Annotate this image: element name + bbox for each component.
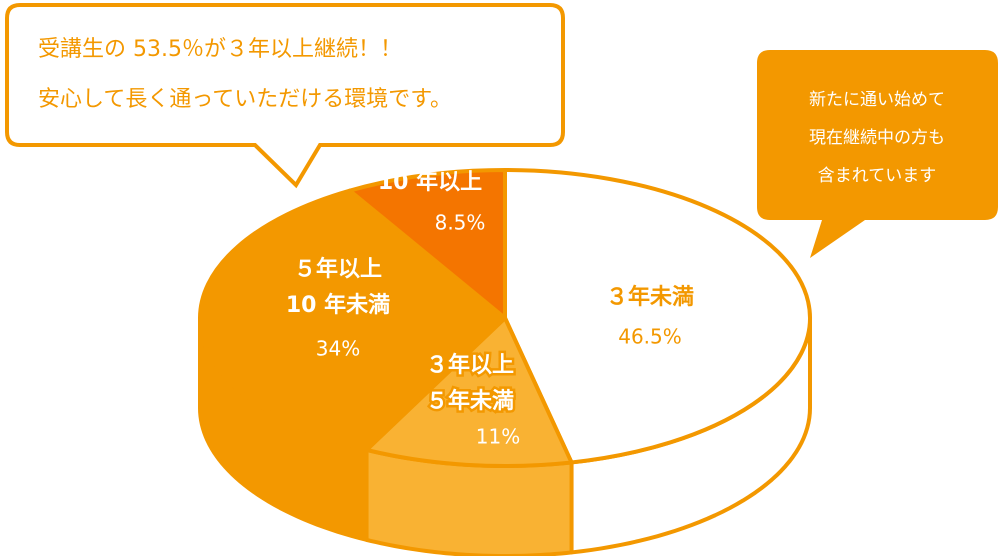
callout-text: 安心して長く通っていただける環境です。 [38,87,452,112]
slice-label: ５年未満 [426,388,514,414]
slice-label: 10 年未満 [286,292,390,318]
pie-slice [198,188,507,452]
pie-slice [503,168,812,465]
slice-label: ３年未満 [606,284,694,310]
callout-left [5,3,565,189]
pie [198,168,812,556]
pie-slice [347,168,507,320]
value-label: 11% [476,425,520,449]
slice-label: 10 年以上 [378,169,482,195]
slice-label: ５年以上 [294,256,382,282]
value-label: 46.5% [618,325,682,349]
value-label: 8.5% [435,211,486,235]
callout-right [757,50,998,258]
callout-text: 現在継続中の方も [809,128,945,148]
callout-text: 受講生の 53.5％が３年以上継続！！ [38,37,402,62]
callout-text: 新たに通い始めて [809,90,945,110]
callout-text: 含まれています [818,166,937,186]
slice-label: ３年以上 [426,352,514,378]
pie-slice [364,316,574,468]
value-label: 34% [316,337,360,361]
